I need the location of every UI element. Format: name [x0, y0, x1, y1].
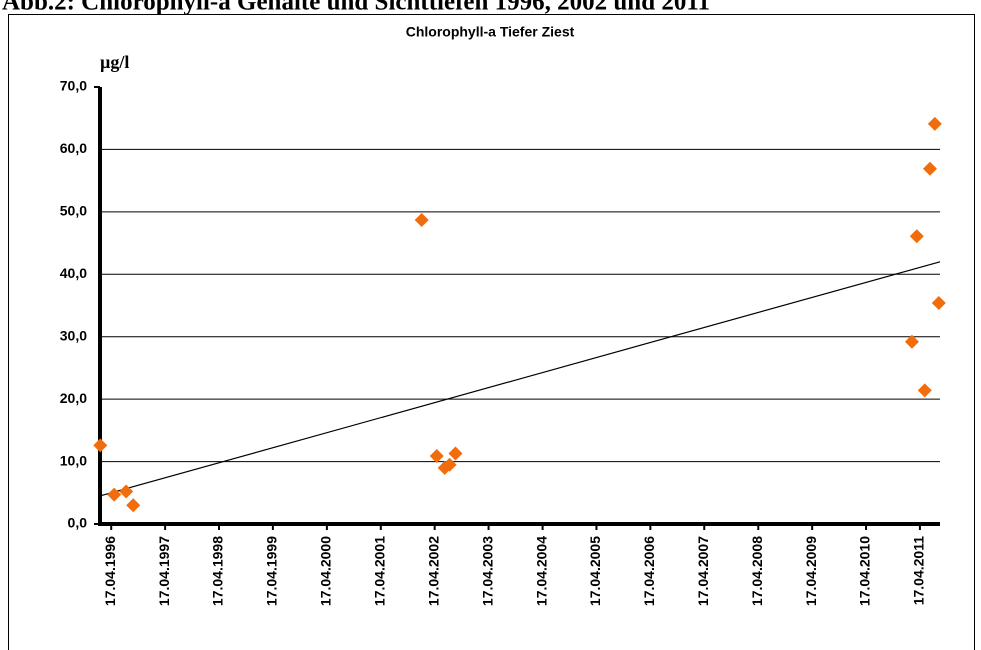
x-tick-label: 17.04.2000: [318, 536, 334, 606]
x-tick-label: 17.04.1996: [102, 536, 118, 606]
data-point: [931, 296, 946, 311]
y-tick-label: 40,0: [60, 265, 87, 281]
y-tick-label: 70,0: [60, 78, 87, 94]
y-tick-label: 60,0: [60, 140, 87, 156]
data-point: [119, 484, 134, 499]
chart-title: Chlorophyll-a Tiefer Ziest: [406, 24, 575, 40]
y-tick-label: 50,0: [60, 203, 87, 219]
x-tick-label: 17.04.2007: [695, 536, 711, 606]
y-tick-label: 30,0: [60, 327, 87, 343]
x-tick-label: 17.04.1997: [156, 536, 172, 606]
x-tick-label: 17.04.2010: [857, 536, 873, 606]
chart-border: [8, 14, 975, 650]
data-point: [414, 212, 429, 227]
data-point: [448, 446, 463, 461]
x-tick-label: 17.04.2004: [533, 536, 549, 606]
data-point: [917, 383, 932, 398]
x-tick-label: 17.04.2008: [749, 536, 765, 606]
data-point: [107, 487, 122, 502]
x-tick-label: 17.04.2001: [371, 536, 387, 606]
x-tick-label: 17.04.2011: [911, 536, 927, 606]
data-point: [922, 161, 937, 176]
y-axis-label: µg/l: [100, 52, 129, 72]
data-point: [909, 229, 924, 244]
x-tick-label: 17.04.2005: [587, 536, 603, 606]
x-tick-label: 17.04.1999: [264, 536, 280, 606]
data-point: [442, 457, 457, 472]
x-tick-label: 17.04.2006: [641, 536, 657, 606]
trendline: [99, 261, 941, 497]
data-point: [93, 438, 108, 453]
y-tick-label: 20,0: [60, 390, 87, 406]
y-tick-label: 0,0: [68, 515, 88, 531]
data-point: [429, 448, 444, 463]
x-tick-label: 17.04.2002: [425, 536, 441, 606]
heading: Abb.2: Chlorophyll-a Gehalte und Sichtti…: [2, 0, 710, 16]
data-point: [126, 498, 141, 513]
x-tick-label: 17.04.1998: [210, 536, 226, 606]
data-point: [927, 116, 942, 131]
x-tick-label: 17.04.2003: [479, 536, 495, 606]
y-tick-label: 10,0: [60, 452, 87, 468]
data-point: [904, 334, 919, 349]
x-tick-label: 17.04.2009: [803, 536, 819, 606]
